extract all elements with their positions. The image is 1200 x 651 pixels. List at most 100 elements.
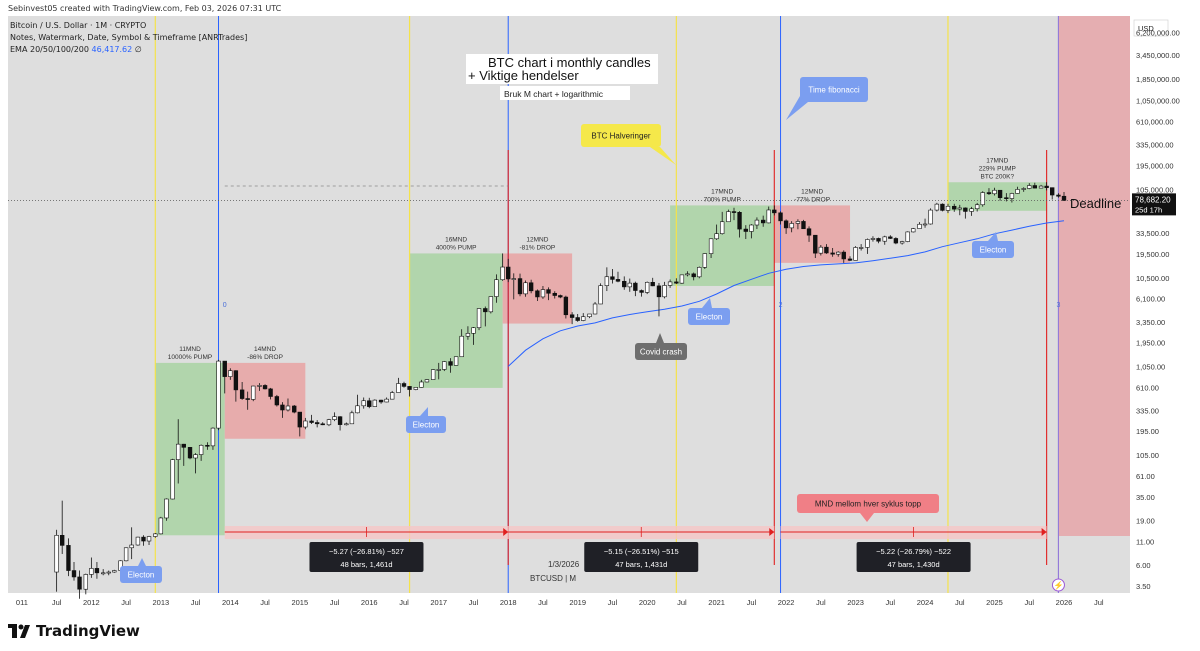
- candle-body: [459, 335, 464, 358]
- candle-157: [963, 207, 968, 219]
- y-tick-21: 35.00: [1136, 493, 1155, 502]
- candle-body: [731, 211, 737, 213]
- candle-137: [847, 256, 853, 261]
- candle-105: [662, 281, 667, 299]
- measure-box: [309, 542, 424, 572]
- candle-body: [89, 568, 94, 575]
- candle-body: [986, 192, 992, 195]
- candle-138: [853, 246, 858, 261]
- candle-body: [401, 383, 407, 387]
- x-tick-5: Jul: [191, 598, 201, 607]
- candle-body: [633, 282, 638, 291]
- candle-94: [598, 283, 603, 305]
- deadline-label: Deadline: [1070, 196, 1121, 211]
- candle-162: [992, 187, 997, 196]
- candle-body: [453, 356, 459, 366]
- candle-99: [627, 278, 632, 292]
- time-axis-background: [8, 593, 1130, 611]
- candle-body: [667, 281, 673, 286]
- candle-body: [656, 285, 662, 298]
- candle-70: [459, 329, 464, 358]
- deadline-zone: [1058, 16, 1130, 536]
- note-bg: [500, 86, 630, 100]
- currency-label: USD: [1138, 24, 1154, 33]
- candle-119: [743, 225, 748, 240]
- candle-body: [598, 285, 603, 305]
- candle-18: [158, 516, 164, 535]
- measure-line1: −5.22 (−26.79%) −522: [876, 547, 951, 556]
- candle-body: [1032, 185, 1038, 189]
- candle-body: [685, 273, 690, 276]
- candle-body: [1050, 187, 1055, 196]
- symbol-legend[interactable]: Bitcoin / U.S. Dollar · 1M · CRYPTO: [10, 21, 147, 30]
- candle-112: [702, 253, 708, 269]
- candle-59: [396, 377, 401, 393]
- cycle-callout-tail: [860, 513, 874, 522]
- candle-41: [292, 404, 297, 414]
- candle-body: [754, 219, 760, 226]
- candle-34: [251, 385, 256, 402]
- candle-body: [558, 295, 563, 298]
- candle-body: [952, 205, 957, 210]
- candle-14: [135, 536, 141, 546]
- election-callout-2024-tail: [988, 232, 998, 241]
- candle-80: [517, 273, 523, 297]
- candle-body: [390, 392, 395, 400]
- candle-88: [563, 295, 569, 319]
- candle-body: [581, 316, 586, 321]
- candle-74: [483, 306, 488, 327]
- candle-22: [181, 443, 186, 466]
- y-tick-25: 3.50: [1136, 582, 1151, 591]
- candle-143: [882, 235, 887, 245]
- x-tick-19: Jul: [677, 598, 687, 607]
- ema-label: EMA 20/50/100/200: [10, 45, 89, 54]
- brand-name: TradingView: [36, 622, 140, 640]
- candle-47: [326, 418, 332, 427]
- candle-body: [106, 571, 111, 574]
- ema-legend[interactable]: EMA 20/50/100/200 46,417.62 ∅: [10, 45, 142, 54]
- candle-body: [847, 258, 853, 261]
- candle-body: [66, 545, 71, 571]
- cycle-callout-text: MND mellom hver syklus topp: [815, 500, 922, 509]
- candle-body: [824, 246, 829, 254]
- y-tick-4: 610,000.00: [1136, 118, 1174, 127]
- candle-body: [528, 282, 534, 292]
- candle-21: [176, 419, 181, 484]
- y-tick-14: 1,950.00: [1136, 339, 1165, 348]
- y-tick-18: 195.00: [1136, 427, 1159, 436]
- x-tick-6: 2014: [222, 598, 239, 607]
- candle-101: [639, 289, 644, 297]
- candle-body: [893, 238, 899, 244]
- candle-body: [992, 189, 997, 195]
- candle-134: [830, 248, 835, 257]
- tradingview-logo-icon: [8, 624, 30, 638]
- candle-30: [228, 368, 233, 380]
- tradingview-brand[interactable]: TradingView: [8, 622, 140, 640]
- candle-body: [806, 228, 812, 236]
- zone-pump-6: [947, 182, 1047, 211]
- candle-145: [893, 237, 899, 245]
- indicator-legend[interactable]: Notes, Watermark, Date, Symbol & Timefra…: [10, 33, 248, 42]
- candle-body: [320, 423, 325, 426]
- candle-147: [905, 231, 910, 243]
- zone-drop-3: [502, 253, 573, 324]
- candle-body: [367, 400, 372, 407]
- candle-body: [697, 267, 702, 278]
- candle-body: [94, 568, 100, 574]
- candle-27: [210, 427, 216, 450]
- last-price-badge: [1132, 193, 1176, 216]
- candle-body: [737, 211, 742, 230]
- y-tick-7: 105,000.00: [1136, 185, 1174, 194]
- x-tick-15: Jul: [538, 598, 548, 607]
- candle-95: [604, 267, 610, 292]
- y-tick-16: 610.00: [1136, 383, 1159, 392]
- candle-body: [123, 547, 129, 562]
- candle-body: [1061, 195, 1067, 201]
- zone-label-1-1: -86% DROP: [247, 354, 283, 361]
- candle-126: [783, 219, 789, 234]
- candle-body: [535, 290, 540, 298]
- x-tick-21: Jul: [747, 598, 757, 607]
- candle-body: [841, 251, 846, 260]
- election-callout-2020: Electon: [688, 298, 730, 325]
